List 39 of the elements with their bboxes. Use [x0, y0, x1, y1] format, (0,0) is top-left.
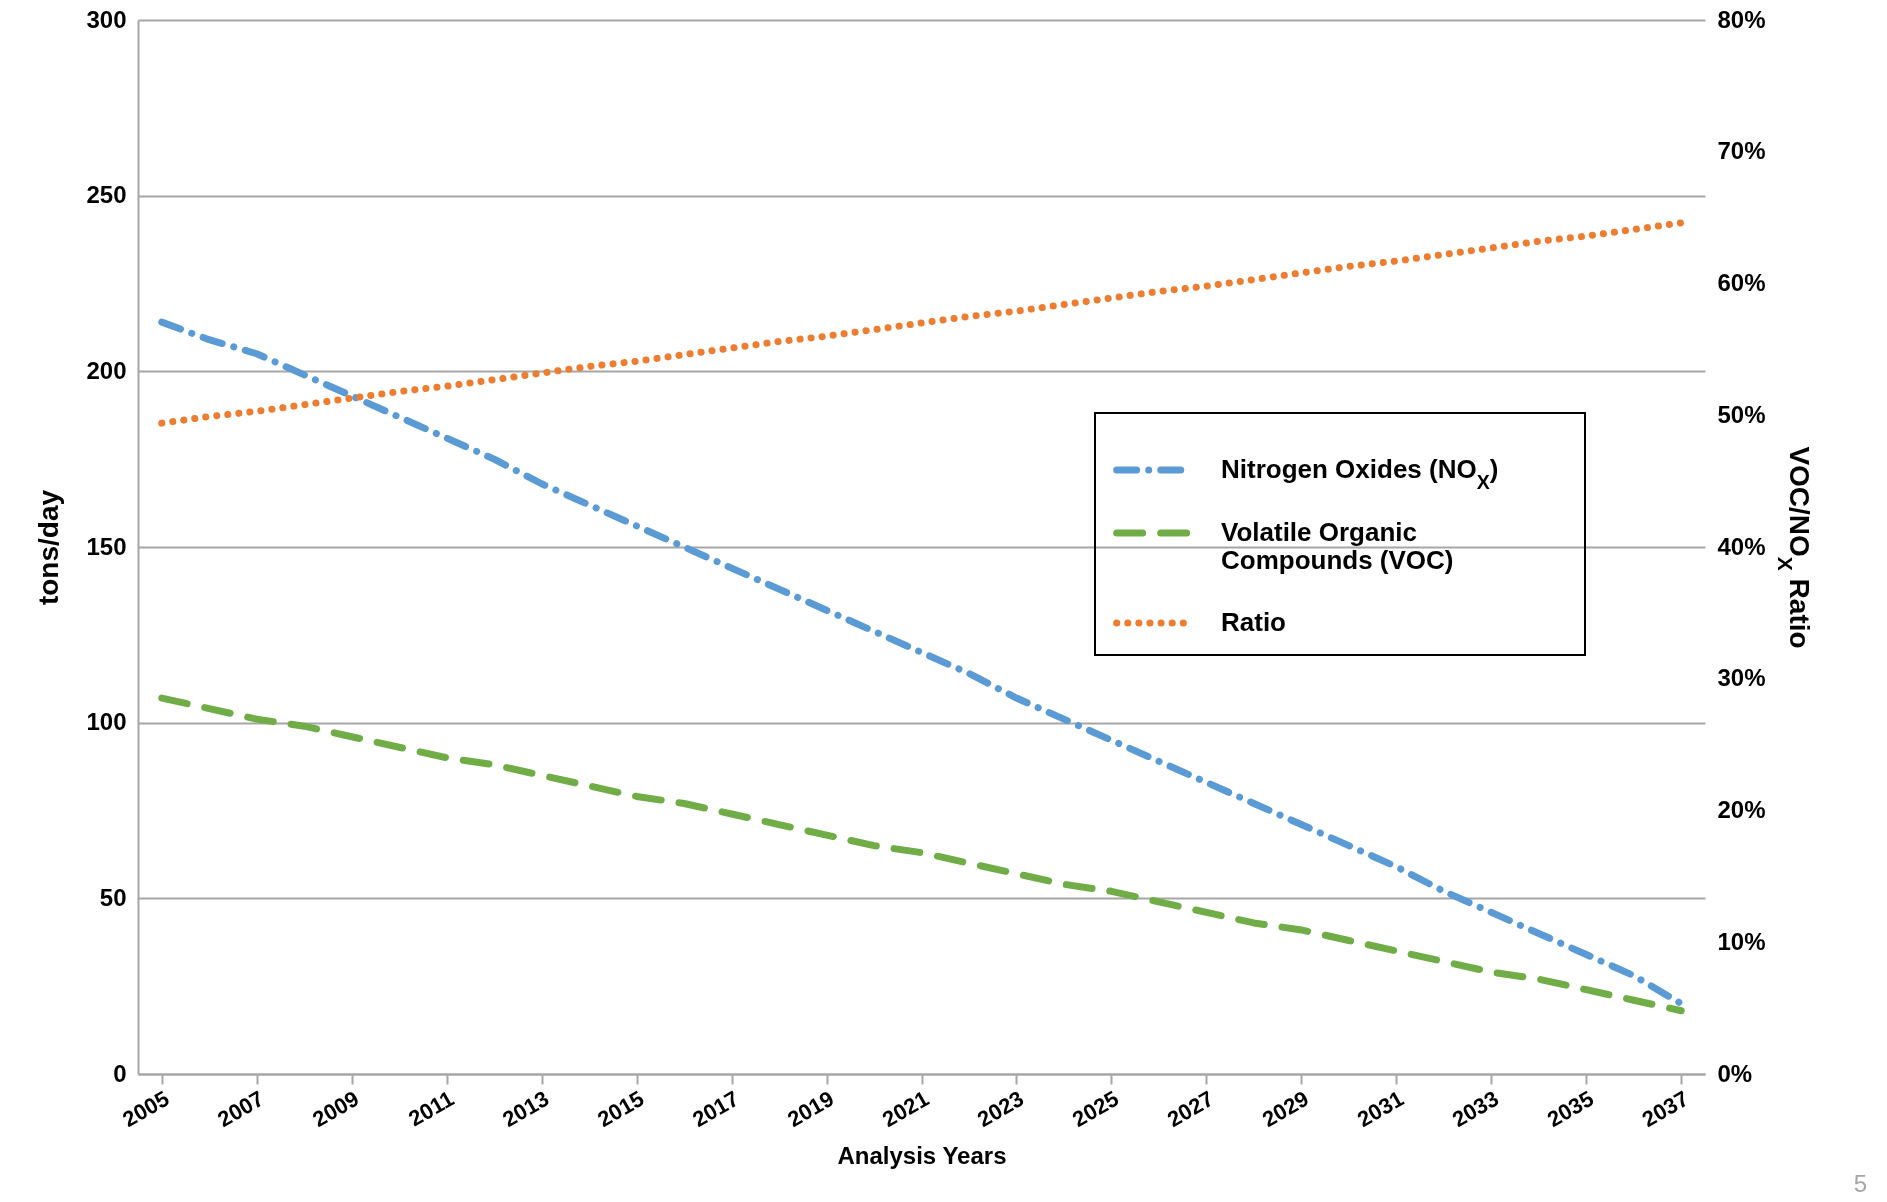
legend-label: Nitrogen Oxides (NO$_{X}$)	[1221, 454, 1499, 493]
y2-tick-label: 60%	[1717, 269, 1766, 296]
y-tick-label: 300	[86, 5, 127, 33]
y-tick-label: 200	[86, 356, 127, 384]
y-tick-label: 100	[86, 708, 127, 736]
x-axis-title: Analysis Years	[837, 1142, 1007, 1170]
y-tick-label: 0	[113, 1059, 127, 1087]
legend-label: Ratio	[1221, 607, 1286, 637]
y-tick-label: 150	[86, 532, 127, 560]
x-tick-label: 2033	[1447, 1085, 1503, 1133]
y2-tick-label: 70%	[1717, 137, 1766, 165]
x-tick-label: 2037	[1637, 1085, 1693, 1133]
y2-tick-label: 50%	[1717, 400, 1766, 428]
x-tick-label: 2015	[593, 1085, 649, 1133]
x-tick-label: 2023	[973, 1085, 1028, 1133]
x-tick-label: 2019	[783, 1085, 839, 1133]
y2-tick-label: 0%	[1717, 1059, 1753, 1087]
y-axis-title: tons/day	[33, 489, 65, 606]
x-tick-label: 2021	[878, 1085, 933, 1133]
x-tick-label: 2029	[1257, 1085, 1313, 1133]
y2-tick-label: 20%	[1717, 796, 1766, 823]
x-tick-label: 2031	[1352, 1085, 1408, 1133]
x-tick-label: 2035	[1542, 1085, 1598, 1133]
x-tick-label: 2017	[688, 1085, 744, 1133]
x-tick-label: 2009	[308, 1085, 364, 1133]
x-tick-label: 2005	[118, 1085, 174, 1133]
x-tick-label: 2007	[213, 1085, 269, 1133]
text: 5	[1853, 1170, 1867, 1198]
x-tick-label: 2011	[404, 1085, 459, 1132]
y-tick-label: 250	[86, 181, 127, 209]
y2-tick-label: 80%	[1717, 5, 1766, 33]
y2-tick-label: 30%	[1717, 664, 1766, 692]
x-tick-label: 2013	[498, 1085, 554, 1133]
x-tick-label: 2025	[1068, 1085, 1123, 1133]
y2-tick-label: 10%	[1717, 927, 1766, 955]
legend-label: Volatile Organic Compounds (VOC)	[1221, 517, 1454, 575]
y-tick-label: 50	[99, 883, 127, 911]
x-tick-label: 2027	[1163, 1085, 1218, 1133]
y2-tick-label: 40%	[1717, 532, 1766, 560]
